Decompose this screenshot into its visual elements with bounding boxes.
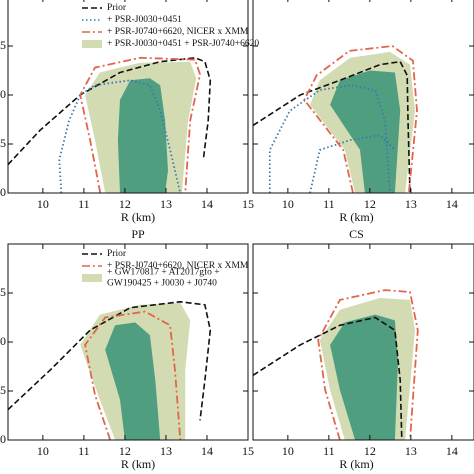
legend: Prior + PSR-J0740+6620, NICER x XMM+ GW17… — [82, 249, 249, 289]
x-tick-label: 10 — [282, 197, 294, 211]
legend-label: + PSR-J0030+0451 + PSR-J0740+6620 — [107, 39, 259, 49]
x-axis-label: R (km) — [339, 210, 373, 224]
x-tick-label: 14 — [446, 444, 458, 458]
y-tick-label: 2.0 — [0, 87, 6, 101]
y-tick-label: 1.5 — [0, 136, 6, 150]
legend-swatch — [82, 274, 102, 282]
legend: Prior + PSR-J0030+0451 + PSR-J0740+6620, N… — [82, 3, 259, 49]
contour-fill — [330, 314, 399, 440]
plot-area — [253, 289, 419, 440]
contour-fill — [117, 78, 168, 193]
x-tick-label: 10 — [282, 444, 294, 458]
contour-fill — [330, 70, 401, 193]
legend-label: + GW170817 + AT2017gfo + — [107, 267, 220, 278]
contour-line — [303, 45, 418, 193]
x-tick-label: 13 — [405, 444, 417, 458]
panel: 10 11 12 13 14 R (km) — [252, 0, 474, 224]
x-tick-label: 14 — [201, 197, 213, 211]
x-axis-label: R (km) — [339, 457, 373, 471]
x-tick-label: 14 — [201, 444, 213, 458]
x-tick-label: 12 — [364, 444, 376, 458]
plot-area — [253, 45, 418, 193]
panel-title: CS — [349, 227, 364, 241]
x-tick-label: 11 — [78, 197, 90, 211]
contour-line — [58, 79, 182, 193]
legend-label: + PSR-J0740+6620, NICER x XMM — [107, 27, 249, 37]
legend-swatch — [82, 40, 102, 48]
contour-line — [79, 56, 201, 193]
legend-label: + PSR-J0030+0451 — [107, 15, 182, 25]
x-axis-label: R (km) — [121, 457, 155, 471]
panel-title: PP — [131, 227, 145, 241]
x-tick-label: 12 — [364, 197, 376, 211]
x-tick-label: 12 — [119, 444, 131, 458]
panel: 10 11 12 13 14 15 1.0 1.5 2.0 2.5 R (km) Prior + PSR… — [0, 0, 259, 224]
x-tick-label: 11 — [78, 444, 90, 458]
y-tick-label: 2.5 — [0, 38, 6, 52]
y-tick-label: 1.5 — [0, 383, 6, 397]
x-tick-label: 10 — [37, 444, 49, 458]
plot-area — [8, 56, 212, 193]
x-tick-label: 14 — [446, 197, 458, 211]
panel: 10 11 12 13 14 R (km) CS — [252, 227, 474, 471]
x-tick-label: 11 — [323, 444, 335, 458]
contour-fill — [105, 322, 161, 440]
x-tick-label: 11 — [323, 197, 335, 211]
contour-line — [253, 316, 403, 440]
x-tick-label: 15 — [242, 444, 254, 458]
x-tick-label: 13 — [160, 444, 172, 458]
legend-label: Prior — [107, 249, 127, 259]
legend-label: Prior — [107, 3, 127, 13]
legend-label: + PSR-J0740+6620, NICER x XMM — [107, 261, 249, 271]
x-tick-label: 13 — [160, 197, 172, 211]
x-tick-label: 10 — [37, 197, 49, 211]
y-tick-label: 2.5 — [0, 285, 6, 299]
legend-label: GW190425 + J0030 + J0740 — [107, 279, 217, 289]
y-tick-label: 1.0 — [0, 185, 6, 199]
x-tick-label: 13 — [405, 197, 417, 211]
x-tick-label: 12 — [119, 197, 131, 211]
x-tick-label: 15 — [242, 197, 254, 211]
plot-area — [8, 300, 212, 440]
y-tick-label: 1.0 — [0, 432, 6, 446]
contour-line — [317, 289, 419, 440]
contour-line — [8, 56, 212, 166]
panel: 10 11 12 13 14 15 1.0 1.5 2.0 2.5 R (km) PP Prior + P… — [0, 227, 254, 471]
contour-line — [253, 60, 411, 193]
y-tick-label: 2.0 — [0, 334, 6, 348]
contour-line — [268, 84, 396, 193]
contour-line — [8, 300, 212, 421]
x-axis-label: R (km) — [121, 210, 155, 224]
